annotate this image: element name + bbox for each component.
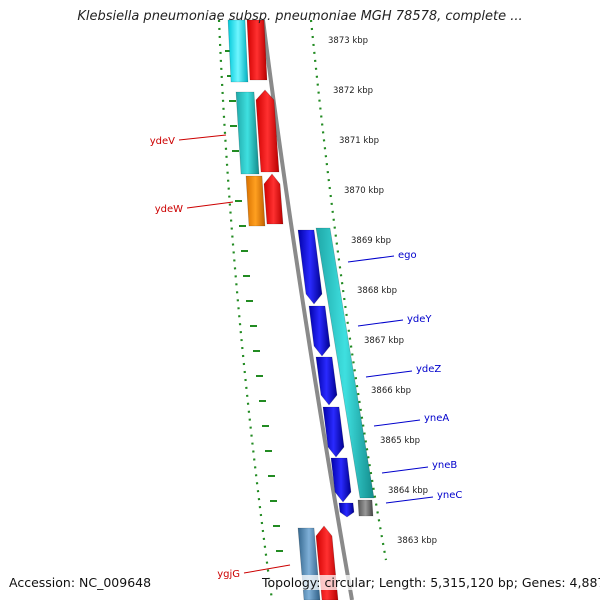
scale-tick (268, 475, 275, 477)
scale-tick (225, 50, 232, 52)
scale-tick (235, 200, 242, 202)
scale-tick (262, 425, 269, 427)
scale-tick (227, 75, 234, 77)
gene-forward-feature (263, 173, 284, 225)
accession-label: Accession: NC_009648 (9, 575, 152, 590)
gene-label-leader (385, 496, 434, 504)
kbp-scale-label: 3864 kbp (388, 486, 428, 496)
kbp-scale-label: 3863 kbp (397, 536, 437, 546)
gene-reverse-feature (338, 502, 355, 518)
kbp-scale-label: 3865 kbp (380, 436, 420, 446)
scale-tick (243, 275, 250, 277)
scale-tick (250, 325, 257, 327)
gene-label-yneB: yneB (432, 460, 457, 471)
gene-label-leader (381, 466, 429, 474)
scale-tick (241, 250, 248, 252)
gene-reverse-feature (330, 457, 352, 503)
gene-features-layer (227, 19, 375, 601)
genome-summary-label: Topology: circular; Length: 5,315,120 bp… (262, 575, 600, 590)
gene-label-leader (178, 134, 227, 141)
scale-tick (239, 225, 246, 227)
gene-label-ego: ego (398, 250, 417, 261)
gene-label-leader (357, 319, 404, 327)
kbp-scale-label: 3872 kbp (333, 86, 373, 96)
gene-label-leader (365, 370, 413, 378)
kbp-scale-label: 3871 kbp (339, 136, 379, 146)
kbp-scale-label: 3867 kbp (364, 336, 404, 346)
right-gene-labels: ego ydeY ydeZ yneA yneB yneC (347, 250, 462, 504)
gene-forward-feature (246, 19, 268, 81)
gene-reverse-feature (322, 406, 345, 458)
map-title: Klebsiella pneumoniae subsp. pneumoniae … (77, 9, 523, 24)
gene-label-leader (243, 564, 291, 574)
gene-label-ydeZ: ydeZ (416, 364, 441, 375)
scale-tick (273, 525, 280, 527)
gene-reverse-feature (308, 305, 331, 357)
gene-label-ydeV: ydeV (150, 136, 175, 147)
gene-cyan-feature (227, 19, 249, 83)
gene-label-ydeW: ydeW (155, 204, 183, 215)
gene-forward-feature (255, 89, 280, 173)
scale-tick (270, 500, 277, 502)
scale-dash-ticks (225, 50, 283, 552)
scale-labels: 3873 kbp 3872 kbp 3871 kbp 3870 kbp 3869 kbp… (328, 36, 437, 546)
gene-grey-feature (357, 499, 374, 517)
gene-cyan-feature (315, 227, 375, 499)
gene-label-ygjG: ygjG (217, 569, 240, 580)
gene-cyan-feature (235, 91, 260, 175)
scale-tick (265, 450, 272, 452)
kbp-scale-label: 3868 kbp (357, 286, 397, 296)
kbp-scale-label: 3870 kbp (344, 186, 384, 196)
gene-reverse-feature (315, 356, 338, 406)
gene-label-leader (373, 419, 421, 427)
scale-tick (230, 125, 237, 127)
kbp-scale-label: 3866 kbp (371, 386, 411, 396)
kbp-scale-label: 3869 kbp (351, 236, 391, 246)
gene-label-leader (347, 255, 395, 263)
gene-orange-feature (245, 175, 266, 227)
scale-tick (276, 550, 283, 552)
scale-tick (256, 375, 263, 377)
gene-label-yneA: yneA (424, 413, 449, 424)
scale-tick (253, 350, 260, 352)
genome-backbone (261, 19, 354, 601)
gene-label-yneC: yneC (437, 490, 462, 501)
scale-tick (246, 300, 253, 302)
scale-tick (229, 100, 236, 102)
scale-tick (232, 150, 239, 152)
gene-label-ydeY: ydeY (407, 314, 432, 325)
gene-label-leader (186, 201, 234, 209)
left-gene-labels: ydeV ydeW ygjG (150, 134, 291, 580)
gene-reverse-feature (297, 229, 323, 305)
kbp-scale-label: 3873 kbp (328, 36, 368, 46)
scale-tick (259, 400, 266, 402)
